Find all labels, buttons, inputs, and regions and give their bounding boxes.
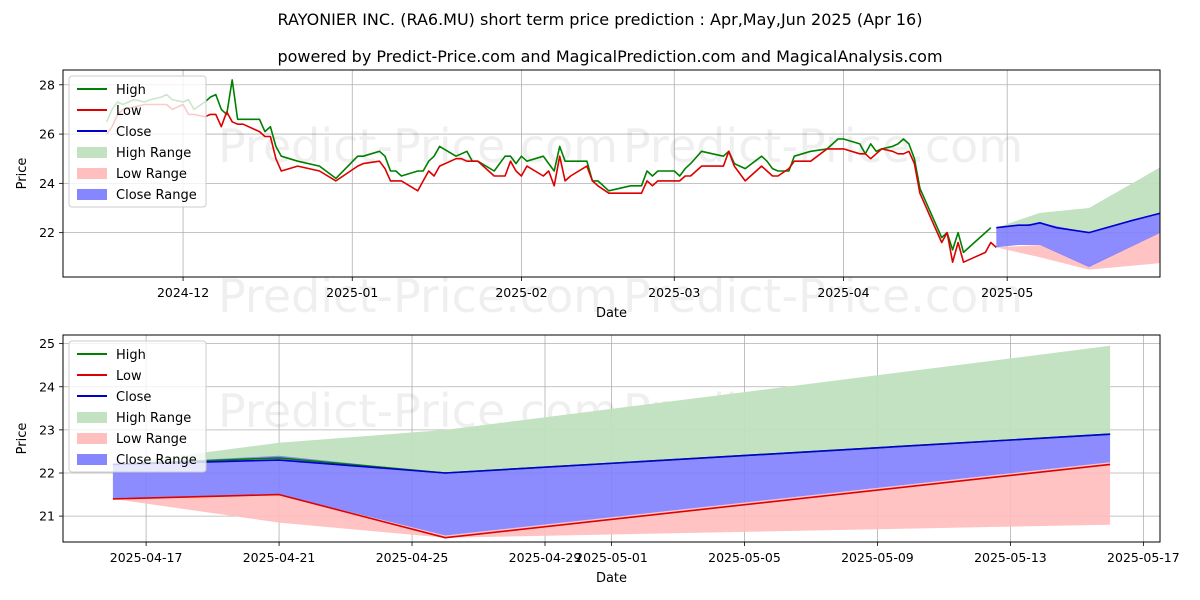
legend-label: High Range xyxy=(116,146,191,161)
watermark: Predict-Price.com xyxy=(623,269,1023,323)
legend-label: Close xyxy=(116,390,151,405)
y-axis-label: Price xyxy=(15,158,30,190)
x-tick-label: 2025-05-01 xyxy=(575,550,648,565)
x-tick-label: 2025-05 xyxy=(981,285,1033,300)
close-series-line xyxy=(996,212,1160,234)
x-tick-label: 2025-04 xyxy=(817,285,869,300)
x-tick-label: 2025-04-25 xyxy=(376,550,449,565)
legend-label: Low xyxy=(116,369,142,384)
low-range-legend-patch xyxy=(77,433,107,444)
x-tick-label: 2025-03 xyxy=(648,285,700,300)
legend-label: Close Range xyxy=(116,453,197,468)
watermark: Predict-Price.com xyxy=(218,119,618,173)
x-tick-label: 2025-05-09 xyxy=(841,550,914,565)
close-range-legend-patch xyxy=(77,189,107,200)
x-tick-label: 2025-05-13 xyxy=(974,550,1047,565)
legend-label: High xyxy=(116,83,146,98)
y-tick-label: 25 xyxy=(39,336,55,351)
y-axis-label: Price xyxy=(15,423,30,455)
legend-label: Low xyxy=(116,104,142,119)
close-range-legend-patch xyxy=(77,454,107,465)
y-tick-label: 21 xyxy=(39,509,55,524)
y-tick-label: 22 xyxy=(39,466,55,481)
x-tick-label: 2025-01 xyxy=(326,285,378,300)
upper-plot: 2024-12 2025-01 2025-02 2025-03 2025-04 2025-… xyxy=(15,69,1161,323)
y-tick-label: 24 xyxy=(39,379,55,394)
x-axis-label: Date xyxy=(596,571,627,586)
watermark: Predict-Price.com xyxy=(218,269,618,323)
y-tick-label: 28 xyxy=(39,77,55,92)
high-range-legend-patch xyxy=(77,412,107,423)
x-tick-label: 2025-04-29 xyxy=(509,550,582,565)
low-range-legend-patch xyxy=(77,168,107,179)
plot-area xyxy=(105,79,1160,270)
x-tick-label: 2024-12 xyxy=(157,285,209,300)
low-series-line xyxy=(112,463,1111,539)
y-tick-label: 22 xyxy=(39,225,55,240)
chart-title: RAYONIER INC. (RA6.MU) short term price … xyxy=(278,10,923,29)
close-range-area xyxy=(112,434,1111,536)
y-tick-label: 23 xyxy=(39,422,55,437)
y-tick-label: 24 xyxy=(39,176,55,191)
lower-plot: 2025-04-17 2025-04-21 2025-04-25 2025-04-29… xyxy=(15,334,1180,586)
high-series-line xyxy=(105,79,992,254)
legend-label: Low Range xyxy=(116,432,187,447)
x-tick-label: 2025-02 xyxy=(495,285,547,300)
x-tick-label: 2025-04-17 xyxy=(110,550,183,565)
low-range-area xyxy=(996,232,1160,270)
legend-label: High xyxy=(116,348,146,363)
axes-frame xyxy=(62,69,1161,278)
chart-subtitle: powered by Predict-Price.com and Magical… xyxy=(277,47,942,66)
legend-label: Close xyxy=(116,125,151,140)
legend-label: High Range xyxy=(116,411,191,426)
legend: High Low Close High Range Low Range Close Ran… xyxy=(68,340,207,473)
legend-label: Close Range xyxy=(116,188,197,203)
high-range-area xyxy=(996,167,1160,233)
legend: High Low Close High Range Low Range Close Ran… xyxy=(68,75,207,208)
x-tick-label: 2025-05-05 xyxy=(708,550,781,565)
y-tick-label: 26 xyxy=(39,127,55,142)
high-range-legend-patch xyxy=(77,147,107,158)
x-tick-label: 2025-05-17 xyxy=(1107,550,1180,565)
axes-frame xyxy=(62,334,1161,543)
close-range-area xyxy=(996,213,1160,268)
high-range-area xyxy=(112,345,1111,473)
legend-label: Low Range xyxy=(116,167,187,182)
low-range-area xyxy=(112,462,1111,538)
watermark: Predict-Price.com xyxy=(623,119,1023,173)
plot-area xyxy=(112,345,1111,539)
x-tick-label: 2025-04-21 xyxy=(243,550,316,565)
x-axis-label: Date xyxy=(596,306,627,321)
low-series-line xyxy=(106,103,997,264)
